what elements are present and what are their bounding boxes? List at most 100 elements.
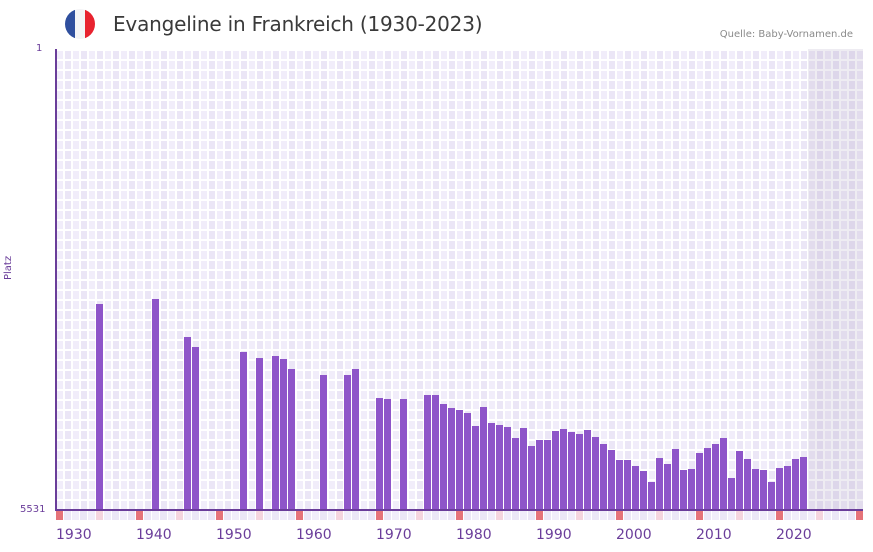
bar-1996[interactable] — [584, 430, 591, 510]
year-marker — [720, 511, 727, 520]
bar-2004[interactable] — [648, 482, 655, 510]
bar-1992[interactable] — [552, 431, 559, 510]
year-marker — [176, 511, 183, 520]
bar-1959[interactable] — [288, 369, 295, 510]
bar-1998[interactable] — [600, 444, 607, 510]
year-marker — [776, 511, 783, 520]
bar-1993[interactable] — [560, 429, 567, 510]
bar-2009[interactable] — [688, 469, 695, 510]
bar-1980[interactable] — [456, 410, 463, 510]
year-marker — [520, 511, 527, 520]
year-marker — [88, 511, 95, 520]
year-marker — [856, 511, 863, 520]
year-marker — [496, 511, 503, 520]
year-marker — [200, 511, 207, 520]
bar-1987[interactable] — [512, 438, 519, 510]
bar-1982[interactable] — [472, 426, 479, 510]
bar-1953[interactable] — [240, 352, 247, 510]
bar-1983[interactable] — [480, 407, 487, 510]
year-marker — [488, 511, 495, 520]
flag-red-stripe — [85, 9, 95, 39]
bar-2000[interactable] — [616, 460, 623, 510]
year-marker — [248, 511, 255, 520]
y-axis-top-label: 1 — [36, 43, 43, 54]
bar-1957[interactable] — [272, 356, 279, 510]
bar-1978[interactable] — [440, 404, 447, 510]
bar-2021[interactable] — [784, 466, 791, 510]
bar-1990[interactable] — [536, 440, 543, 510]
bar-1971[interactable] — [384, 399, 391, 510]
bar-1981[interactable] — [464, 413, 471, 510]
bar-1973[interactable] — [400, 399, 407, 510]
bar-1970[interactable] — [376, 398, 383, 510]
plot-area — [56, 49, 863, 510]
x-axis-line — [55, 509, 863, 511]
bar-1997[interactable] — [592, 437, 599, 510]
bar-1935[interactable] — [96, 304, 103, 510]
year-marker — [728, 511, 735, 520]
bar-2012[interactable] — [712, 444, 719, 510]
year-marker — [312, 511, 319, 520]
year-marker — [608, 511, 615, 520]
bar-1942[interactable] — [152, 299, 159, 510]
bar-1999[interactable] — [608, 450, 615, 510]
bar-2006[interactable] — [664, 464, 671, 510]
bar-1985[interactable] — [496, 425, 503, 510]
bar-1958[interactable] — [280, 359, 287, 510]
bar-2019[interactable] — [768, 482, 775, 510]
year-marker — [232, 511, 239, 520]
bar-1988[interactable] — [520, 428, 527, 510]
bar-2011[interactable] — [704, 448, 711, 510]
bar-1994[interactable] — [568, 432, 575, 510]
x-tick-label: 1980 — [456, 527, 492, 543]
bar-2016[interactable] — [744, 459, 751, 510]
bar-1955[interactable] — [256, 358, 263, 510]
year-marker — [704, 511, 711, 520]
bar-2010[interactable] — [696, 453, 703, 510]
bar-2017[interactable] — [752, 469, 759, 510]
bar-2002[interactable] — [632, 466, 639, 510]
bar-2008[interactable] — [680, 470, 687, 510]
x-tick-label: 2010 — [696, 527, 732, 543]
bar-1979[interactable] — [448, 408, 455, 510]
bar-1977[interactable] — [432, 395, 439, 510]
year-marker — [120, 511, 127, 520]
bar-1989[interactable] — [528, 446, 535, 510]
bar-2023[interactable] — [800, 457, 807, 510]
year-marker — [456, 511, 463, 520]
year-marker — [800, 511, 807, 520]
bar-2015[interactable] — [736, 451, 743, 510]
bar-2013[interactable] — [720, 438, 727, 510]
bar-2022[interactable] — [792, 459, 799, 510]
bar-1946[interactable] — [184, 337, 191, 510]
bar-2005[interactable] — [656, 458, 663, 510]
bar-1976[interactable] — [424, 395, 431, 510]
x-axis-labels: 1930 1940 1950 1960 1970 1980 1990 2000 2010 2020 — [56, 527, 873, 547]
bar-2007[interactable] — [672, 449, 679, 510]
bar-1947[interactable] — [192, 347, 199, 510]
year-marker — [648, 511, 655, 520]
year-marker — [848, 511, 855, 520]
bar-2014[interactable] — [728, 478, 735, 510]
bar-1984[interactable] — [488, 423, 495, 510]
bar-1967[interactable] — [352, 369, 359, 510]
bar-1966[interactable] — [344, 375, 351, 510]
bar-2018[interactable] — [760, 470, 767, 510]
year-marker — [112, 511, 119, 520]
bar-2003[interactable] — [640, 471, 647, 510]
bar-2020[interactable] — [776, 468, 783, 510]
year-marker — [80, 511, 87, 520]
bar-1995[interactable] — [576, 434, 583, 510]
year-marker — [128, 511, 135, 520]
year-marker — [512, 511, 519, 520]
bar-1963[interactable] — [320, 375, 327, 510]
bar-2001[interactable] — [624, 460, 631, 510]
year-marker — [832, 511, 839, 520]
year-marker — [824, 511, 831, 520]
year-marker — [536, 511, 543, 520]
bar-series — [56, 49, 863, 510]
year-marker — [480, 511, 487, 520]
bar-1986[interactable] — [504, 427, 511, 510]
year-marker — [568, 511, 575, 520]
bar-1991[interactable] — [544, 440, 551, 510]
